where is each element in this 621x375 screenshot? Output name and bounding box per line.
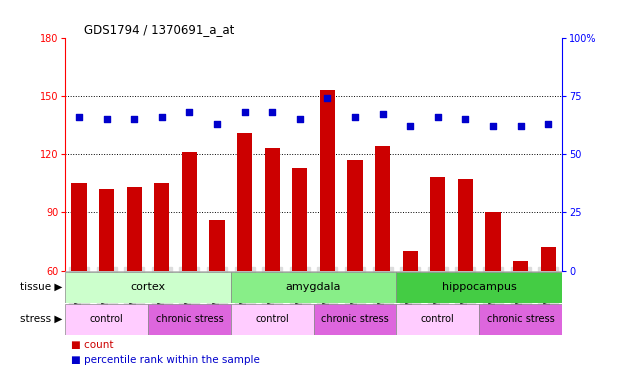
Bar	[182, 152, 197, 271]
Point	[460, 116, 470, 122]
Point	[157, 114, 167, 120]
Bar	[292, 168, 307, 271]
Bar	[209, 220, 225, 271]
Point	[350, 114, 360, 120]
Point	[74, 114, 84, 120]
Bar	[458, 179, 473, 271]
Text: chronic stress: chronic stress	[487, 314, 555, 324]
Bar	[430, 177, 445, 271]
Text: control: control	[255, 314, 289, 324]
Bar	[541, 248, 556, 271]
Text: control: control	[421, 314, 455, 324]
Text: amygdala: amygdala	[286, 282, 342, 292]
Point	[322, 95, 332, 101]
Point	[102, 116, 112, 122]
Bar	[71, 183, 86, 271]
Bar	[402, 251, 418, 271]
Text: cortex: cortex	[130, 282, 166, 292]
Point	[515, 123, 525, 129]
Bar	[65, 272, 231, 303]
Bar	[375, 146, 390, 271]
Point	[240, 109, 250, 115]
Bar	[320, 90, 335, 271]
Text: GDS1794 / 1370691_a_at: GDS1794 / 1370691_a_at	[84, 22, 234, 36]
Point	[129, 116, 139, 122]
Bar	[65, 304, 148, 334]
Text: chronic stress: chronic stress	[155, 314, 224, 324]
Point	[406, 123, 415, 129]
Point	[212, 121, 222, 127]
Bar	[486, 212, 501, 271]
Bar	[314, 304, 396, 334]
Bar	[265, 148, 280, 271]
Bar	[99, 189, 114, 271]
Bar	[127, 187, 142, 271]
Bar	[396, 304, 479, 334]
Point	[488, 123, 498, 129]
Point	[267, 109, 277, 115]
Point	[543, 121, 553, 127]
Bar	[396, 272, 562, 303]
Bar	[231, 304, 314, 334]
Bar	[513, 261, 528, 271]
Text: stress ▶: stress ▶	[20, 314, 62, 324]
Bar	[148, 304, 231, 334]
Text: hippocampus: hippocampus	[442, 282, 517, 292]
Bar	[479, 304, 562, 334]
Text: control: control	[89, 314, 124, 324]
Point	[295, 116, 305, 122]
Text: ■ percentile rank within the sample: ■ percentile rank within the sample	[71, 354, 260, 364]
Point	[184, 109, 194, 115]
Point	[433, 114, 443, 120]
Point	[378, 111, 388, 117]
Bar	[347, 160, 363, 271]
Bar	[237, 133, 252, 271]
Text: chronic stress: chronic stress	[321, 314, 389, 324]
Text: ■ count: ■ count	[71, 340, 114, 350]
Text: tissue ▶: tissue ▶	[20, 282, 62, 292]
Bar	[231, 272, 396, 303]
Bar	[154, 183, 170, 271]
